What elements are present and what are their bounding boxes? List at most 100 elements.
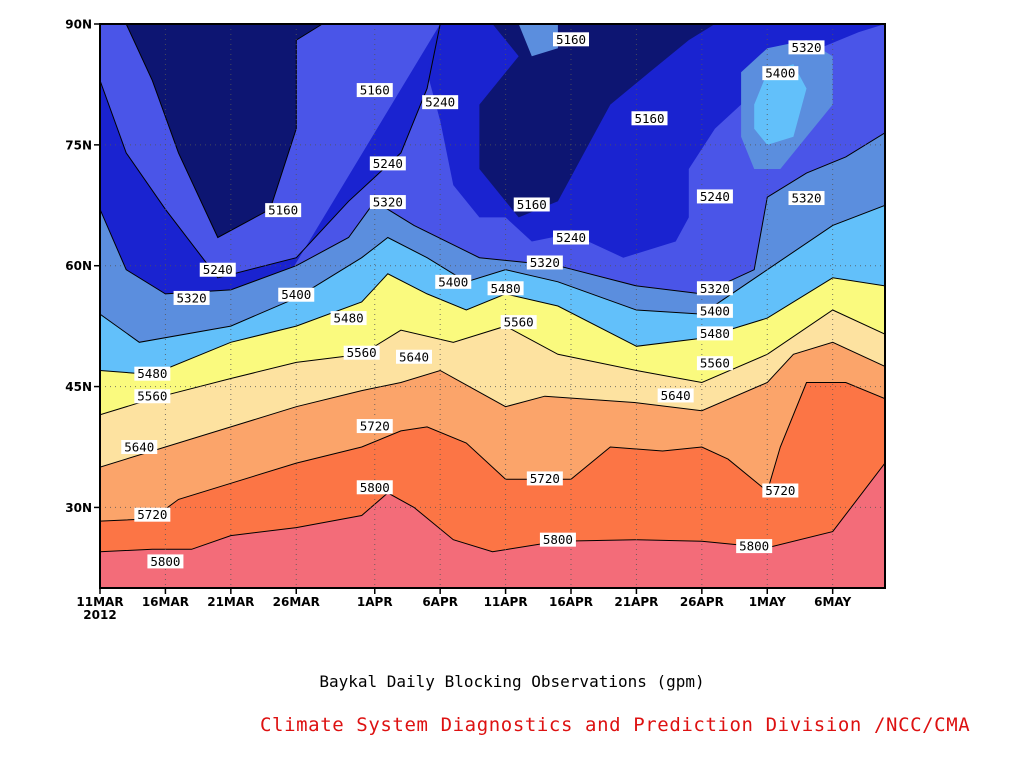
contour-label: 5720 bbox=[360, 419, 390, 434]
contour-label-bg bbox=[330, 311, 367, 326]
contour-label-bg bbox=[435, 274, 472, 289]
contour-label-bg bbox=[696, 189, 733, 204]
contour-label: 5480 bbox=[137, 366, 167, 381]
contour-label-bg bbox=[788, 191, 825, 206]
patch-5320-north bbox=[518, 24, 558, 57]
contour-label: 5320 bbox=[791, 191, 821, 206]
y-tick-label: 45N bbox=[65, 380, 92, 394]
contour-label-bg bbox=[199, 262, 236, 277]
contour-label: 5560 bbox=[347, 345, 377, 360]
contour-label: 5400 bbox=[438, 274, 468, 289]
contour-line-5640 bbox=[100, 341, 885, 468]
axes: 11MAR 16MAR 21MAR 26MAR 1APR 6APR 11APR 16APR 21… bbox=[65, 18, 851, 623]
contour-label: 5640 bbox=[124, 440, 154, 455]
contour-label-bg bbox=[696, 326, 733, 341]
x-tick-label: 11APR bbox=[484, 595, 528, 609]
contour-label: 5320 bbox=[700, 281, 730, 296]
contour-label-bg bbox=[369, 156, 406, 171]
contour-label-bg bbox=[369, 195, 406, 210]
contour-label-bg bbox=[396, 349, 432, 364]
contour-line-5560 bbox=[100, 309, 885, 416]
contour-label: 5160 bbox=[360, 83, 390, 98]
contour-label: 5400 bbox=[281, 287, 311, 302]
contour-line-5480 bbox=[100, 273, 885, 376]
band-lt-5160-west bbox=[126, 24, 323, 238]
contour-label: 5240 bbox=[203, 262, 233, 277]
x-tick-label: 1MAY bbox=[749, 595, 786, 609]
contour-label: 5800 bbox=[543, 532, 573, 547]
contour-label-bg bbox=[356, 480, 393, 495]
contour-label-bg bbox=[513, 197, 550, 212]
contour-label: 5640 bbox=[399, 349, 429, 364]
contour-label-bg bbox=[696, 281, 733, 296]
contour-label-bg bbox=[134, 507, 171, 522]
plot-frame bbox=[99, 23, 886, 589]
contour-label-bg bbox=[788, 40, 825, 55]
x-tick-label: 16MAR bbox=[142, 595, 189, 609]
contour-line-5800 bbox=[100, 462, 885, 553]
contour-label-bg bbox=[553, 230, 589, 245]
contour-label: 5560 bbox=[137, 389, 167, 404]
band-lt-5160-north bbox=[479, 24, 715, 218]
contour-line-5240 bbox=[100, 24, 441, 279]
contour-label-bg bbox=[147, 554, 184, 569]
contour-label: 5800 bbox=[150, 554, 180, 569]
x-tick-label: 6MAY bbox=[814, 595, 851, 609]
contour-label: 5480 bbox=[700, 326, 730, 341]
contour-label: 5320 bbox=[177, 290, 207, 305]
contour-label: 5560 bbox=[504, 315, 534, 330]
contour-label: 5720 bbox=[137, 507, 167, 522]
contour-label: 5160 bbox=[634, 111, 664, 126]
contour-label: 5320 bbox=[530, 255, 560, 270]
contour-label-bg bbox=[487, 281, 524, 296]
contour-label-bg bbox=[696, 303, 733, 318]
contour-label-bg bbox=[762, 483, 799, 498]
contour-label-bg bbox=[134, 389, 171, 404]
x-tick-label: 11MAR bbox=[76, 595, 123, 609]
contour-label-bg bbox=[553, 32, 589, 47]
chart-title: Baykal Daily Blocking Observations (gpm) bbox=[319, 672, 705, 691]
contour-label-bg bbox=[539, 532, 576, 547]
contour-label: 5240 bbox=[373, 156, 403, 171]
band-5800 bbox=[100, 463, 885, 588]
credit-text: Climate System Diagnostics and Predictio… bbox=[260, 714, 971, 736]
contour-label: 5400 bbox=[700, 303, 730, 318]
x-tick-label: 21APR bbox=[614, 595, 658, 609]
y-tick-label: 30N bbox=[65, 501, 92, 515]
contour-label-bg bbox=[356, 83, 393, 98]
contour-label: 5480 bbox=[491, 281, 521, 296]
contour-label: 5640 bbox=[661, 388, 691, 403]
contour-label-bg bbox=[121, 440, 158, 454]
contour-label-bg bbox=[526, 471, 563, 486]
contour-label: 5160 bbox=[556, 32, 586, 47]
contour-label-bg bbox=[134, 366, 171, 381]
x-tick-label: 16APR bbox=[549, 595, 593, 609]
contour-label: 5800 bbox=[360, 480, 390, 495]
y-tick-label: 75N bbox=[65, 138, 92, 152]
contour-label-bg bbox=[631, 111, 668, 126]
y-tick-label: 90N bbox=[65, 18, 92, 32]
contour-label: 5720 bbox=[765, 483, 795, 498]
contour-label-bg bbox=[173, 290, 210, 305]
contour-label: 5320 bbox=[791, 40, 821, 55]
contour-label: 5400 bbox=[765, 66, 795, 81]
contour-label: 5800 bbox=[739, 539, 769, 554]
contour-label-bg bbox=[736, 539, 773, 554]
contour-label: 5320 bbox=[373, 195, 403, 210]
contour-label: 5160 bbox=[268, 203, 298, 218]
contour-label-bg bbox=[422, 95, 459, 110]
contour-label-bg bbox=[657, 388, 694, 403]
contour-label: 5240 bbox=[556, 230, 586, 245]
contour-label: 5560 bbox=[700, 356, 730, 371]
contour-label-bg bbox=[500, 315, 537, 330]
contour-label: 5480 bbox=[334, 311, 364, 326]
x-tick-label: 26MAR bbox=[273, 595, 320, 609]
x-tick-label: 26APR bbox=[680, 595, 724, 609]
contour-label-bg bbox=[526, 255, 563, 270]
contour-label-bg bbox=[265, 203, 302, 218]
contour-label: 5240 bbox=[425, 95, 455, 110]
x-year-label: 2012 bbox=[83, 608, 116, 622]
contour-label-bg bbox=[356, 419, 393, 434]
contour-label-bg bbox=[696, 356, 733, 371]
